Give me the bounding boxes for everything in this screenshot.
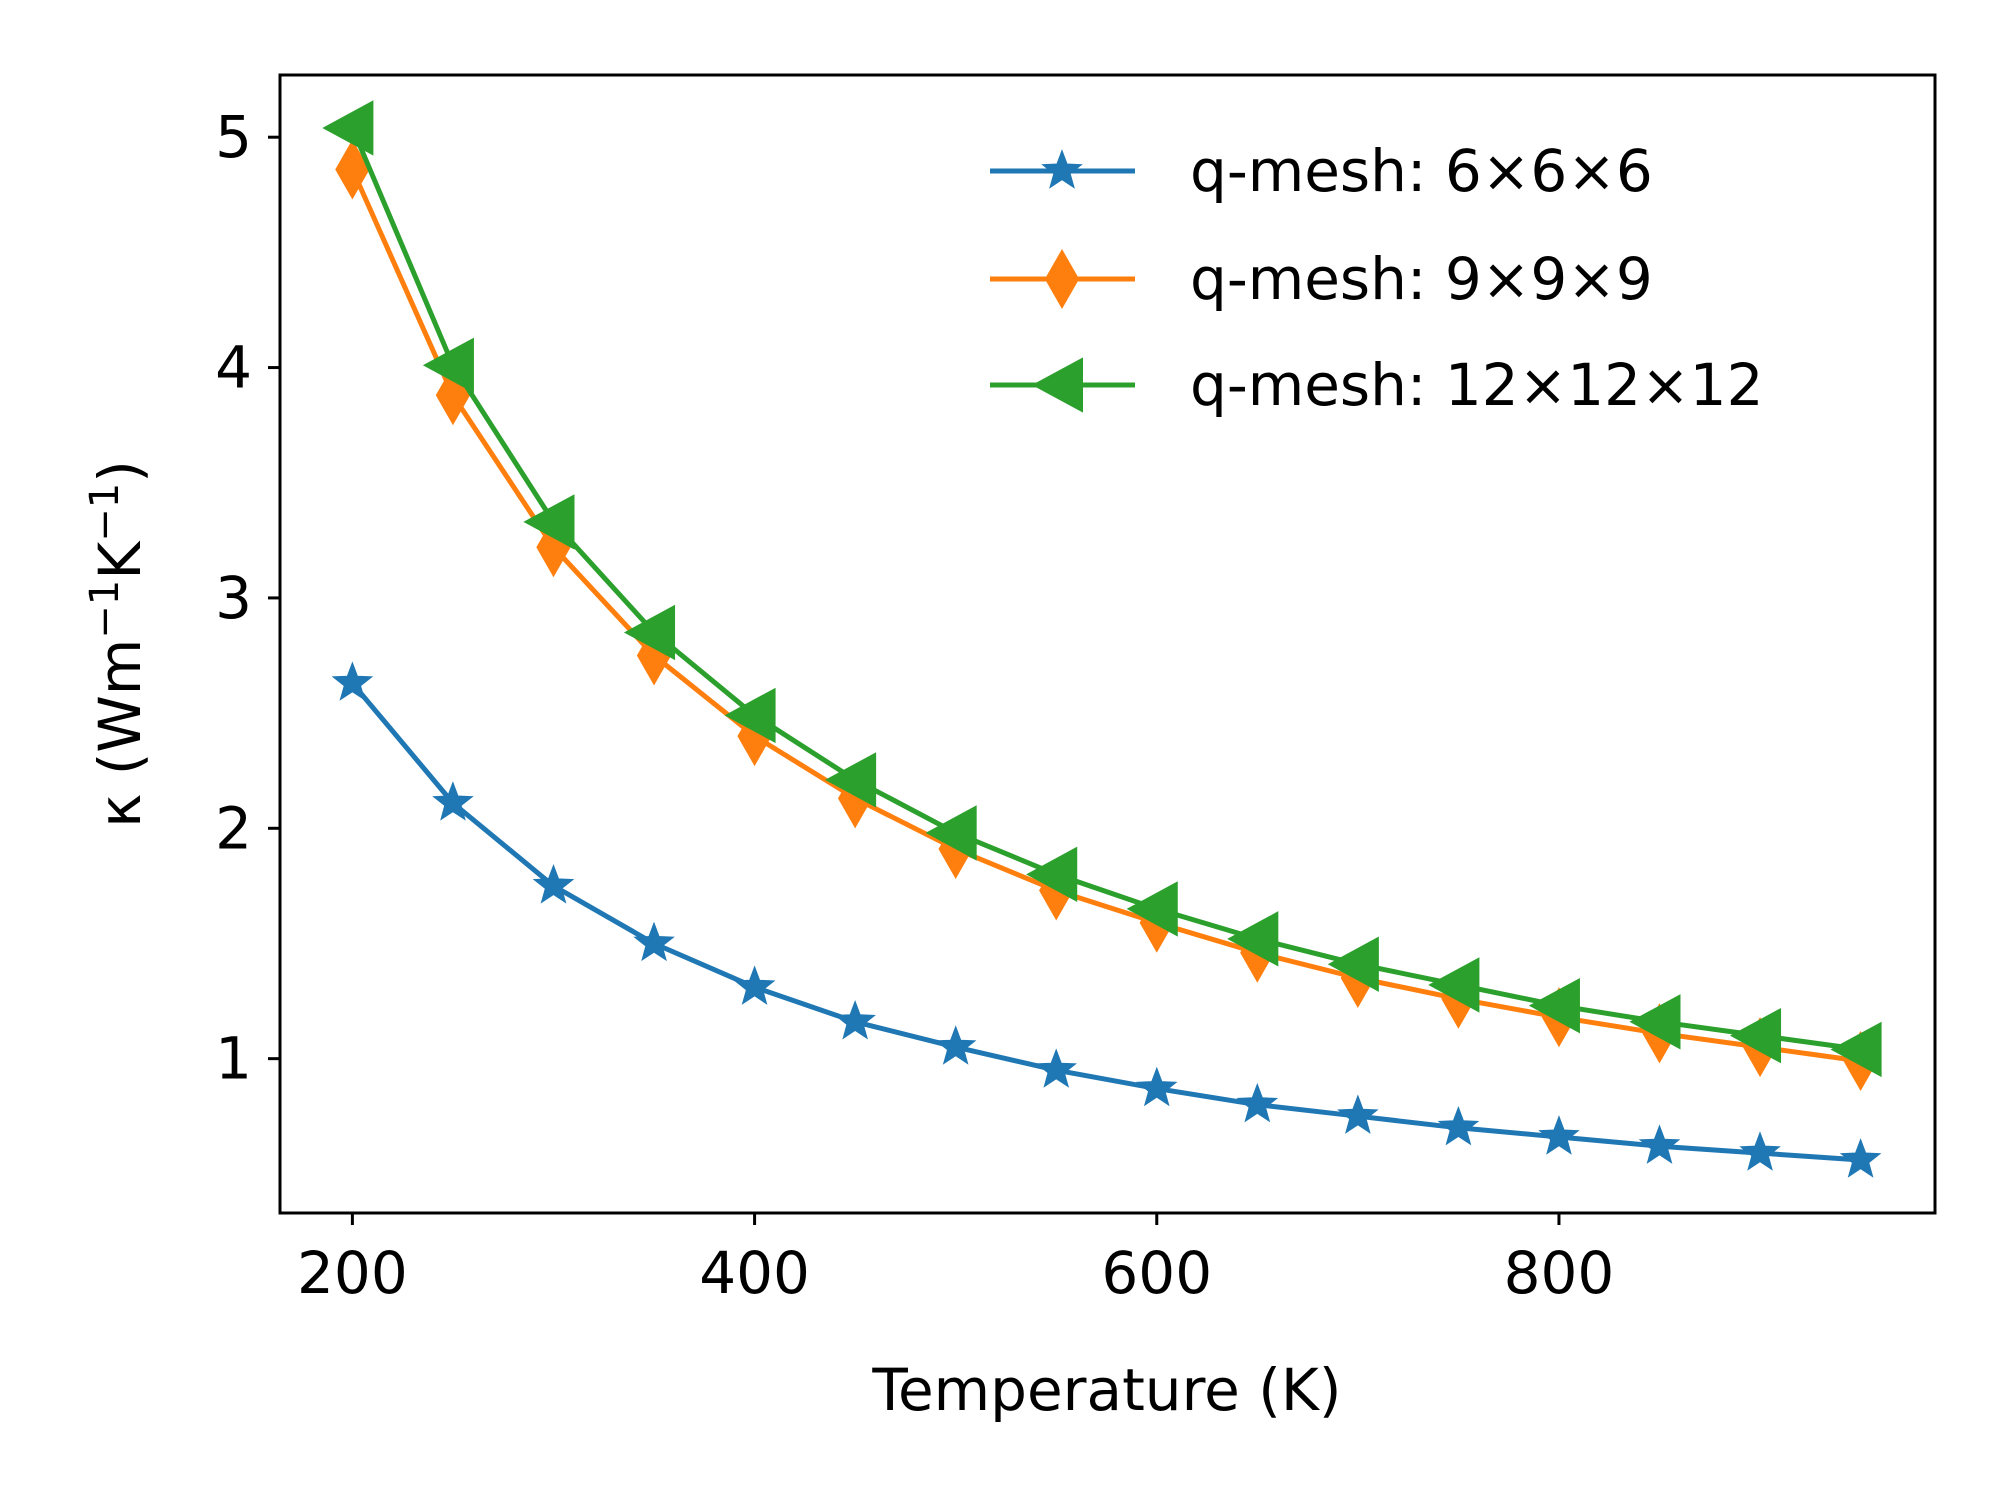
data-point: [1528, 977, 1580, 1034]
data-point: [1428, 957, 1480, 1013]
y-axis-label-sup2: −1: [82, 483, 128, 542]
data-point: [1729, 1007, 1782, 1064]
legend-entry: q-mesh: 6×6×6: [990, 137, 1653, 205]
data-point: [1026, 846, 1078, 903]
y-axis-label-suffix: ): [86, 460, 154, 483]
plot-frame: [278, 73, 1937, 1215]
series-layer: [322, 100, 1882, 1178]
data-point: [331, 661, 374, 701]
legend-label: q-mesh: 12×12×12: [1190, 351, 1764, 419]
data-point: [934, 1025, 977, 1065]
y-tick-label: 1: [215, 1025, 252, 1093]
data-point: [335, 139, 370, 200]
data-point: [322, 100, 374, 156]
legend-label: q-mesh: 9×9×9: [1190, 245, 1653, 313]
y-axis-label-sup1: −1: [82, 580, 128, 639]
data-point: [1437, 1105, 1480, 1146]
data-point: [623, 604, 676, 661]
y-tick-label: 4: [215, 334, 252, 402]
data-point: [1638, 1124, 1681, 1164]
series-line: [350, 681, 1861, 1163]
legend-marker: [1041, 149, 1083, 189]
x-axis-ticks: 200 400 600 800: [297, 1213, 1614, 1307]
data-point: [1739, 1131, 1781, 1171]
legend-marker: [1044, 248, 1080, 310]
y-axis-label-mid: K: [86, 540, 154, 580]
data-point: [925, 805, 977, 861]
series: [331, 661, 1882, 1178]
data-point: [532, 864, 575, 904]
x-tick-label: 400: [699, 1239, 810, 1307]
series: [322, 100, 1882, 1078]
legend-entry: q-mesh: 12×12×12: [990, 351, 1764, 419]
data-point: [733, 965, 776, 1005]
data-point: [1236, 1082, 1279, 1123]
x-tick-label: 800: [1504, 1239, 1615, 1307]
y-tick-label: 2: [215, 794, 252, 862]
data-point: [523, 494, 575, 550]
data-point: [1337, 1094, 1379, 1134]
data-point: [1538, 1115, 1580, 1155]
legend-marker: [1031, 357, 1083, 413]
data-point: [1126, 881, 1178, 937]
data-point: [633, 921, 675, 962]
y-tick-label: 5: [215, 103, 252, 171]
legend-entry: q-mesh: 9×9×9: [990, 245, 1653, 313]
data-point: [724, 687, 776, 744]
y-axis-ticks: 1 2 3 4 5: [215, 103, 280, 1093]
x-tick-label: 200: [297, 1239, 408, 1307]
x-tick-label: 600: [1101, 1239, 1212, 1307]
data-point: [422, 337, 474, 393]
data-point: [432, 781, 474, 821]
data-point: [825, 752, 877, 808]
y-axis-label-prefix: κ (Wm: [86, 639, 154, 828]
legend-sample: [990, 248, 1135, 310]
x-axis-label: Temperature (K): [871, 1356, 1341, 1424]
y-axis-label: κ (Wm−1K−1): [82, 460, 154, 828]
data-point: [1629, 994, 1681, 1050]
data-point: [1839, 1138, 1882, 1178]
series-line: [350, 127, 1861, 1052]
legend-sample: [990, 149, 1135, 189]
data-point: [1227, 911, 1279, 967]
data-point: [1135, 1066, 1178, 1107]
data-point: [834, 999, 876, 1040]
data-point: [1035, 1048, 1078, 1088]
data-point: [1327, 936, 1379, 992]
legend-label: q-mesh: 6×6×6: [1190, 137, 1653, 205]
legend-sample: [990, 357, 1135, 413]
y-tick-label: 3: [215, 564, 252, 632]
series-line: [350, 168, 1861, 1064]
legend: q-mesh: 6×6×6 q-mesh: 9×9×9 q-mesh: 12×1…: [990, 137, 1764, 419]
data-point: [1830, 1021, 1882, 1078]
